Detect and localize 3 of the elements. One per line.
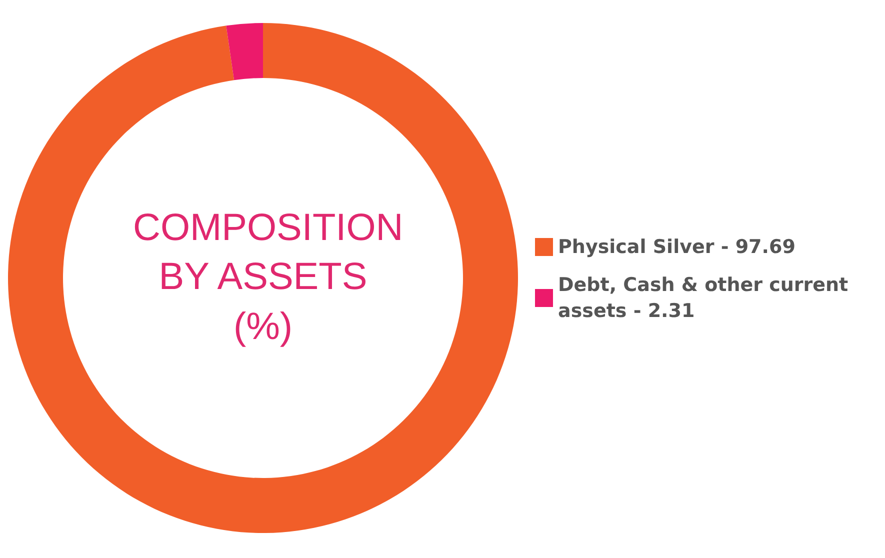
legend-label: Physical Silver - 97.69 — [558, 236, 796, 258]
legend-label: Debt, Cash & other current assets - 2.31 — [558, 274, 855, 322]
text: COMPOSITION BY ASSETS (%) — [133, 206, 404, 350]
